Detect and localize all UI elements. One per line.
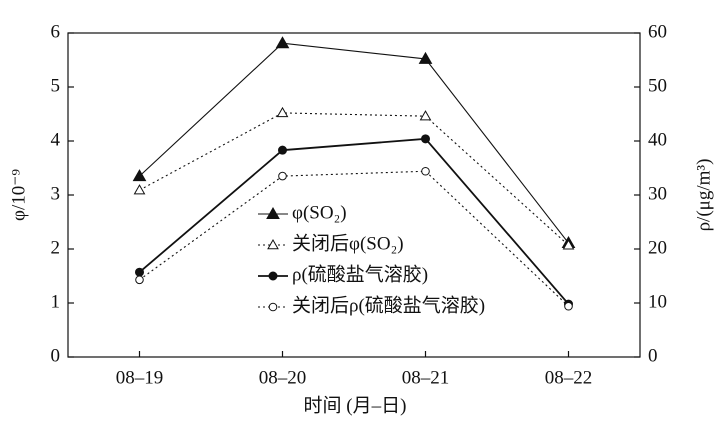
marker <box>421 134 430 144</box>
x-axis-label: 时间 (月–日) <box>304 394 407 416</box>
marker <box>266 206 280 219</box>
y-tick-label: 3 <box>51 183 61 204</box>
marker <box>421 166 430 176</box>
series-line <box>139 42 569 244</box>
marker <box>278 145 287 155</box>
y-tick-label: 0 <box>51 345 61 366</box>
y2-tick-label: 0 <box>648 345 658 366</box>
legend-label: ρ(硫酸盐气溶胶) <box>292 263 428 285</box>
marker <box>132 169 147 182</box>
y2-axis-label: ρ/(μg/m³) <box>693 159 714 232</box>
y-tick-label: 2 <box>51 237 61 258</box>
x-tick-label: 08–20 <box>259 367 307 388</box>
y-tick-label: 5 <box>51 75 61 96</box>
x-tick-label: 08–22 <box>545 367 593 388</box>
marker <box>135 275 144 285</box>
x-tick-label: 08–21 <box>402 367 450 388</box>
y-tick-label: 1 <box>51 291 61 312</box>
marker <box>564 301 573 311</box>
marker <box>268 271 278 281</box>
y2-tick-label: 40 <box>648 129 667 150</box>
series-line <box>139 112 569 246</box>
y2-tick-label: 20 <box>648 237 667 258</box>
y2-tick-label: 50 <box>648 75 667 96</box>
marker <box>418 51 433 64</box>
series-line <box>138 137 570 305</box>
legend-label: 关闭后φ(SO₂) <box>292 232 404 254</box>
y2-tick-label: 60 <box>648 21 667 42</box>
x-tick-label: 08–19 <box>116 367 164 388</box>
marker <box>276 106 289 118</box>
marker <box>135 267 144 277</box>
y-tick-label: 6 <box>51 21 61 42</box>
y-tick-label: 4 <box>51 129 61 150</box>
marker <box>562 239 575 250</box>
marker <box>275 36 290 49</box>
marker <box>278 171 287 181</box>
y2-tick-label: 10 <box>648 291 667 312</box>
y2-tick-label: 30 <box>648 183 667 204</box>
marker <box>267 238 279 250</box>
marker <box>419 110 432 121</box>
marker <box>133 184 146 195</box>
legend-label: φ(SO₂) <box>292 202 347 223</box>
marker <box>268 302 278 312</box>
legend-label: 关闭后ρ(硫酸盐气溶胶) <box>292 294 485 316</box>
y-axis-label: φ/10⁻⁹ <box>8 169 29 221</box>
